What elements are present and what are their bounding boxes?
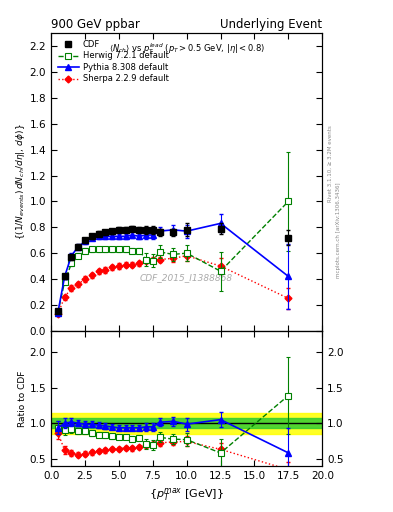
X-axis label: $\{p_T^{max}$ [GeV]$\}$: $\{p_T^{max}$ [GeV]$\}$ <box>149 486 224 503</box>
Text: CDF_2015_I1388868: CDF_2015_I1388868 <box>140 273 233 282</box>
Text: mcplots.cern.ch [arXiv:1306.3436]: mcplots.cern.ch [arXiv:1306.3436] <box>336 183 341 278</box>
Text: $\langle N_{ch}\rangle$ vs $p_T^{lead}$ ($p_T > 0.5$ GeV, $|\eta| < 0.8$): $\langle N_{ch}\rangle$ vs $p_T^{lead}$ … <box>108 41 265 56</box>
Text: Underlying Event: Underlying Event <box>220 18 322 31</box>
Y-axis label: Ratio to CDF: Ratio to CDF <box>18 370 27 426</box>
Y-axis label: $\{(1/N_{events})\,dN_{ch}/d\eta|,\,d\phi)\}$: $\{(1/N_{events})\,dN_{ch}/d\eta|,\,d\ph… <box>14 124 27 240</box>
Text: 900 GeV ppbar: 900 GeV ppbar <box>51 18 140 31</box>
Text: Rivet 3.1.10, ≥ 3.2M events: Rivet 3.1.10, ≥ 3.2M events <box>328 125 333 202</box>
Legend: CDF, Herwig 7.2.1 default, Pythia 8.308 default, Sherpa 2.2.9 default: CDF, Herwig 7.2.1 default, Pythia 8.308 … <box>55 37 171 86</box>
